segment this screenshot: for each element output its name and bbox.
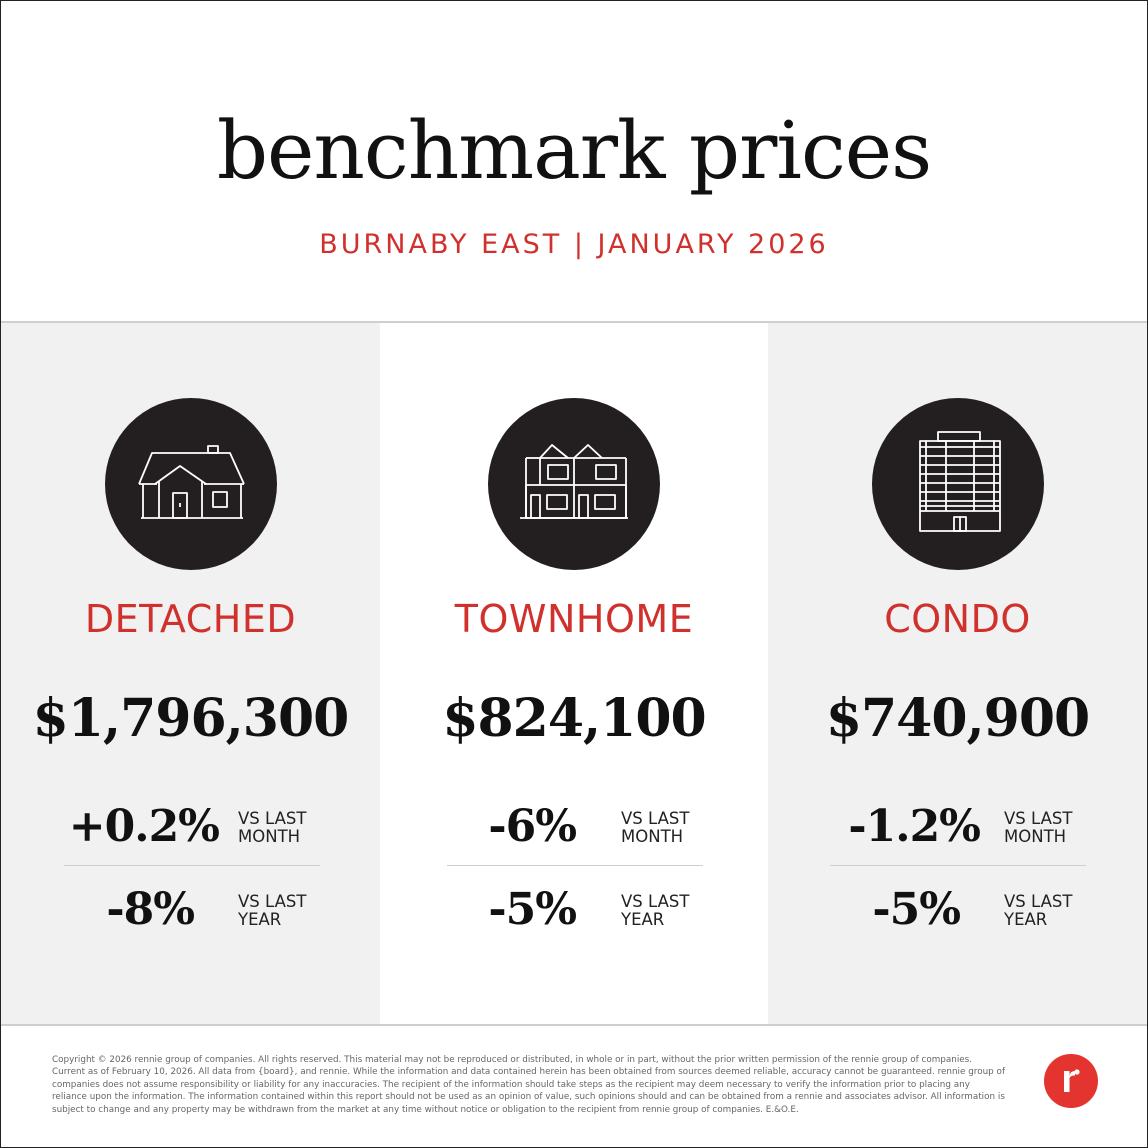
detached-row-divider	[64, 865, 320, 866]
detached-house-icon	[104, 398, 277, 570]
detached-year-label: VS LAST YEAR	[238, 893, 348, 929]
vs-last-text: VS LAST	[1004, 809, 1073, 828]
condo-price: $740,900	[825, 688, 1090, 749]
townhome-month-label: VS LAST MONTH	[621, 810, 731, 846]
vs-last-text: VS LAST	[238, 809, 307, 828]
page-subtitle: BURNABY EAST | JANUARY 2026	[319, 229, 829, 260]
condo-month-change: -1.2%	[848, 801, 981, 852]
rennie-logo-icon	[1044, 1054, 1098, 1108]
period-text: YEAR	[1004, 910, 1048, 929]
condo-year-change: -5%	[872, 884, 961, 935]
detached-year-change: -8%	[106, 884, 195, 935]
vs-last-text: VS LAST	[621, 809, 690, 828]
vs-last-text: VS LAST	[621, 892, 690, 911]
townhome-year-change: -5%	[488, 884, 577, 935]
property-panels: DETACHED $1,796,300 +0.2% VS LAST MONTH …	[1, 323, 1147, 1024]
condo-type-label: CONDO	[884, 597, 1031, 641]
header-divider	[1, 321, 1147, 323]
detached-price: $1,796,300	[32, 688, 350, 749]
period-text: MONTH	[621, 827, 684, 846]
vs-last-text: VS LAST	[238, 892, 307, 911]
period-text: YEAR	[621, 910, 665, 929]
footer: Copyright © 2026 rennie group of compani…	[1, 1026, 1147, 1147]
townhome-month-change: -6%	[488, 801, 577, 852]
townhome-icon	[488, 398, 660, 570]
period-text: YEAR	[238, 910, 282, 929]
detached-month-change: +0.2%	[68, 801, 220, 852]
page-title: benchmark prices	[216, 104, 932, 197]
townhome-row-divider	[447, 865, 703, 866]
header: benchmark prices BURNABY EAST | JANUARY …	[1, 1, 1147, 321]
detached-panel: DETACHED $1,796,300 +0.2% VS LAST MONTH …	[1, 323, 380, 1024]
period-text: MONTH	[1004, 827, 1067, 846]
townhome-year-label: VS LAST YEAR	[621, 893, 731, 929]
condo-row-divider	[830, 865, 1086, 866]
townhome-type-label: TOWNHOME	[454, 597, 694, 641]
condo-month-label: VS LAST MONTH	[1004, 810, 1114, 846]
townhome-price: $824,100	[442, 688, 706, 749]
vs-last-text: VS LAST	[1004, 892, 1073, 911]
townhome-panel: TOWNHOME $824,100 -6% VS LAST MONTH -5% …	[380, 323, 768, 1024]
footer-divider	[1, 1024, 1147, 1026]
condo-panel: CONDO $740,900 -1.2% VS LAST MONTH -5% V…	[768, 323, 1147, 1024]
copyright-disclaimer: Copyright © 2026 rennie group of compani…	[52, 1055, 1006, 1115]
detached-month-label: VS LAST MONTH	[238, 810, 348, 846]
condo-year-label: VS LAST YEAR	[1004, 893, 1114, 929]
period-text: MONTH	[238, 827, 301, 846]
condo-building-icon	[871, 398, 1044, 570]
detached-type-label: DETACHED	[84, 597, 297, 641]
